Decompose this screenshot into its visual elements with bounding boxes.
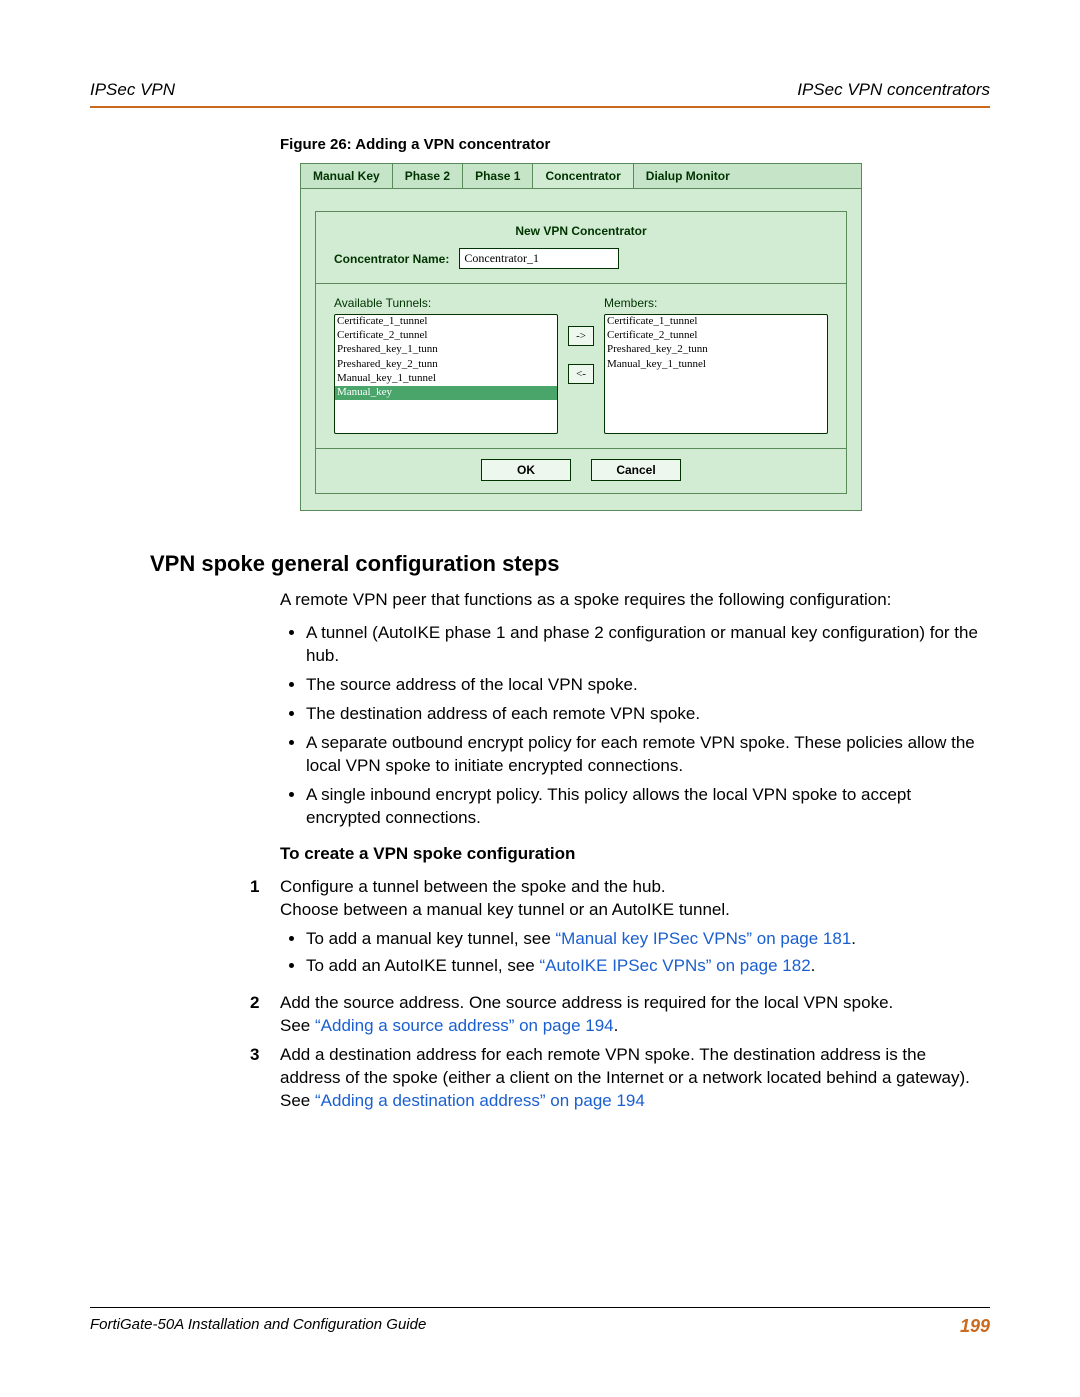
dialog-title: New VPN Concentrator	[316, 212, 846, 248]
list-item: To add an AutoIKE tunnel, see “AutoIKE I…	[306, 955, 980, 978]
step-number: 1	[250, 876, 280, 986]
tab-phase-1[interactable]: Phase 1	[463, 164, 533, 188]
tab-concentrator[interactable]: Concentrator	[533, 164, 633, 188]
page-number: 199	[960, 1316, 990, 1337]
list-item: To add a manual key tunnel, see “Manual …	[306, 928, 980, 951]
concentrator-name-label: Concentrator Name:	[334, 252, 449, 266]
text: .	[614, 1016, 619, 1035]
link-autoike-vpns[interactable]: “AutoIKE IPSec VPNs” on page 182	[539, 956, 810, 975]
available-tunnels-list[interactable]: Certificate_1_tunnelCertificate_2_tunnel…	[334, 314, 558, 434]
step-number: 2	[250, 992, 280, 1038]
move-left-button[interactable]: <-	[568, 364, 594, 384]
section-heading: VPN spoke general configuration steps	[150, 551, 990, 577]
tab-manual-key[interactable]: Manual Key	[301, 164, 393, 188]
concentrator-name-input[interactable]	[459, 248, 619, 269]
tab-phase-2[interactable]: Phase 2	[393, 164, 463, 188]
link-manual-key-vpns[interactable]: “Manual key IPSec VPNs” on page 181	[556, 929, 852, 948]
step-number: 3	[250, 1044, 280, 1113]
cancel-button[interactable]: Cancel	[591, 459, 681, 481]
intro-text: A remote VPN peer that functions as a sp…	[280, 589, 980, 612]
vpn-concentrator-screenshot: Manual Key Phase 2 Phase 1 Concentrator …	[300, 163, 862, 511]
list-item: A tunnel (AutoIKE phase 1 and phase 2 co…	[306, 622, 980, 668]
step-text: Add the source address. One source addre…	[280, 993, 893, 1012]
step-text: Add a destination address for each remot…	[280, 1045, 970, 1087]
ok-button[interactable]: OK	[481, 459, 571, 481]
list-item: The source address of the local VPN spok…	[306, 674, 980, 697]
text: To add an AutoIKE tunnel, see	[306, 956, 539, 975]
step-text: Choose between a manual key tunnel or an…	[280, 900, 730, 919]
text: .	[851, 929, 856, 948]
step-text: Configure a tunnel between the spoke and…	[280, 877, 666, 896]
figure-caption: Figure 26: Adding a VPN concentrator	[280, 136, 990, 153]
footer-rule	[90, 1307, 990, 1308]
members-list[interactable]: Certificate_1_tunnelCertificate_2_tunnel…	[604, 314, 828, 434]
requirements-list: A tunnel (AutoIKE phase 1 and phase 2 co…	[280, 622, 980, 830]
text: See	[280, 1091, 315, 1110]
text: .	[811, 956, 816, 975]
link-adding-source-address[interactable]: “Adding a source address” on page 194	[315, 1016, 614, 1035]
tab-strip: Manual Key Phase 2 Phase 1 Concentrator …	[301, 164, 861, 189]
list-item: The destination address of each remote V…	[306, 703, 980, 726]
text: To add a manual key tunnel, see	[306, 929, 556, 948]
header-rule	[90, 106, 990, 108]
link-adding-destination-address[interactable]: “Adding a destination address” on page 1…	[315, 1091, 645, 1110]
new-concentrator-box: New VPN Concentrator Concentrator Name: …	[315, 211, 847, 494]
list-item: A single inbound encrypt policy. This po…	[306, 784, 980, 830]
text: See	[280, 1016, 315, 1035]
available-tunnels-label: Available Tunnels:	[334, 296, 558, 310]
procedure-subhead: To create a VPN spoke configuration	[280, 843, 980, 866]
footer-title: FortiGate-50A Installation and Configura…	[90, 1316, 426, 1337]
members-label: Members:	[604, 296, 828, 310]
header-left: IPSec VPN	[90, 80, 175, 100]
list-item: A separate outbound encrypt policy for e…	[306, 732, 980, 778]
move-right-button[interactable]: ->	[568, 326, 594, 346]
tab-dialup-monitor[interactable]: Dialup Monitor	[634, 164, 861, 188]
header-right: IPSec VPN concentrators	[797, 80, 990, 100]
